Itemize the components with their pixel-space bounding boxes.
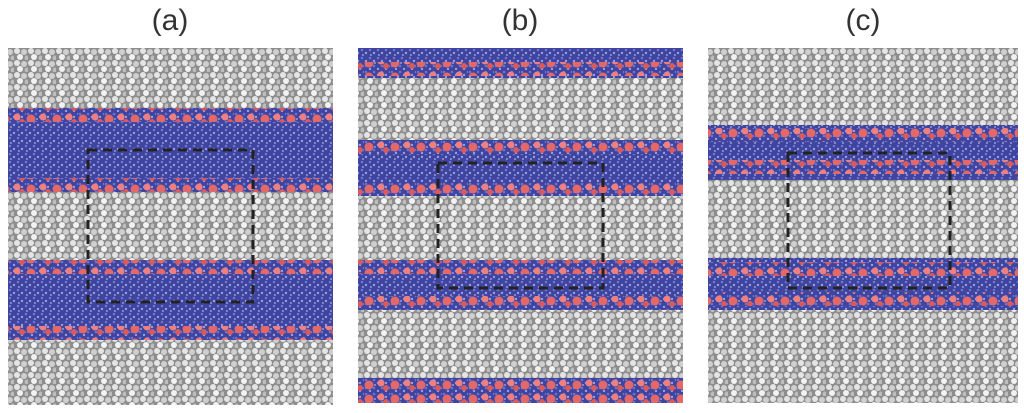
panel-a	[8, 48, 333, 405]
panel-label: (b)	[502, 4, 539, 37]
panel-label: (a)	[152, 4, 189, 37]
panel-label: (c)	[846, 4, 881, 37]
panel-c	[708, 48, 1018, 403]
panel-b	[358, 48, 683, 403]
